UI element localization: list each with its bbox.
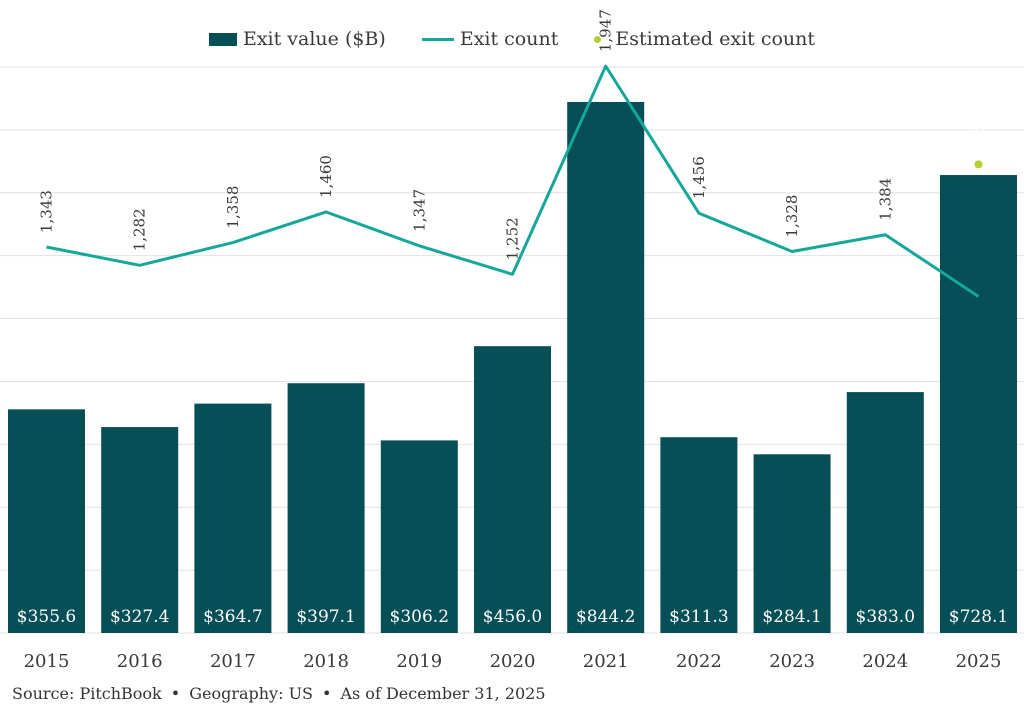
- x-axis-labels: 2015 2016 2017 2018 2019 2020 2021 2022 2023 2024…: [24, 651, 1002, 672]
- legend-exit-value-label: Exit value ($B): [242, 28, 386, 50]
- count-label-2020: 1,252: [504, 217, 522, 260]
- legend-estimated-label: Estimated exit count: [615, 28, 816, 50]
- bar-label-2025: $728.1: [949, 607, 1008, 627]
- bar-label-2016: $327.4: [110, 607, 169, 627]
- category-label-2021: 2021: [583, 651, 629, 672]
- category-label-2023: 2023: [769, 651, 815, 672]
- category-label-2025: 2025: [956, 651, 1002, 672]
- as-of-text: As of December 31, 2025: [340, 684, 546, 703]
- exit-value-labels: $355.6 $327.4 $364.7 $397.1 $306.2 $456.0 $844…: [17, 607, 1008, 627]
- count-label-2023: 1,328: [783, 195, 801, 238]
- bar-2021: [567, 102, 645, 633]
- category-label-2018: 2018: [303, 651, 349, 672]
- bar-2019: [380, 440, 458, 633]
- bar-2025: [940, 175, 1017, 633]
- count-label-2022: 1,456: [690, 156, 708, 199]
- exit-count-labels: 1,343 1,282 1,358 1,460 1,347 1,252 1,947 1,456…: [38, 9, 895, 260]
- category-label-2016: 2016: [117, 651, 163, 672]
- legend: Exit value ($B) Exit count Estimated exi…: [0, 24, 1024, 54]
- count-label-2017: 1,358: [224, 186, 242, 229]
- bar-2018: [287, 383, 365, 633]
- separator: •: [322, 684, 332, 703]
- legend-exit-count-label: Exit count: [459, 28, 559, 50]
- category-label-2019: 2019: [396, 651, 442, 672]
- bar-label-2015: $355.6: [17, 607, 76, 627]
- source-note: Source: PitchBook • Geography: US • As of De…: [12, 684, 546, 703]
- count-label-2015: 1,343: [38, 190, 56, 233]
- source-text: Source: PitchBook: [12, 684, 162, 703]
- legend-exit-value: Exit value ($B): [208, 28, 386, 50]
- bar-2022: [660, 437, 738, 633]
- bar-swatch: [208, 32, 237, 46]
- bar-2017: [194, 403, 272, 633]
- bar-label-2022: $311.3: [669, 607, 728, 627]
- bar-2015: [8, 409, 85, 633]
- exit-count-line: [46, 64, 980, 298]
- count-label-2018: 1,460: [317, 155, 335, 198]
- dot-swatch: [594, 35, 602, 43]
- legend-exit-count: Exit count: [421, 28, 559, 50]
- category-label-2017: 2017: [210, 651, 256, 672]
- bar-label-2017: $364.7: [203, 607, 262, 627]
- bar-2016: [101, 427, 179, 633]
- bar-2023: [753, 454, 831, 633]
- count-label-2021: 1,947: [597, 9, 615, 52]
- category-label-2020: 2020: [490, 651, 536, 672]
- estimate-label-2025: 1,619: [970, 107, 988, 150]
- estimated-exit-count: 1,619: [970, 107, 988, 169]
- bar-2024: [846, 392, 924, 633]
- separator: •: [170, 684, 181, 703]
- line-swatch: [421, 37, 454, 41]
- category-label-2022: 2022: [676, 651, 722, 672]
- exit-value-bars: [8, 102, 1017, 633]
- estimate-point-2025: [974, 160, 983, 169]
- category-label-2024: 2024: [862, 651, 908, 672]
- count-label-2016: 1,282: [131, 208, 149, 251]
- bar-2020: [474, 346, 551, 633]
- geography-text: Geography: US: [189, 684, 314, 703]
- legend-estimated: Estimated exit count: [594, 28, 815, 50]
- bar-label-2023: $284.1: [762, 607, 821, 627]
- count-label-2019: 1,347: [410, 189, 428, 232]
- count-label-2024: 1,384: [876, 178, 894, 221]
- bar-label-2020: $456.0: [483, 607, 542, 627]
- bar-label-2021: $844.2: [576, 607, 635, 627]
- category-label-2015: 2015: [24, 651, 70, 672]
- bar-label-2019: $306.2: [390, 607, 449, 627]
- bar-label-2024: $383.0: [856, 607, 915, 627]
- bar-label-2018: $397.1: [296, 607, 355, 627]
